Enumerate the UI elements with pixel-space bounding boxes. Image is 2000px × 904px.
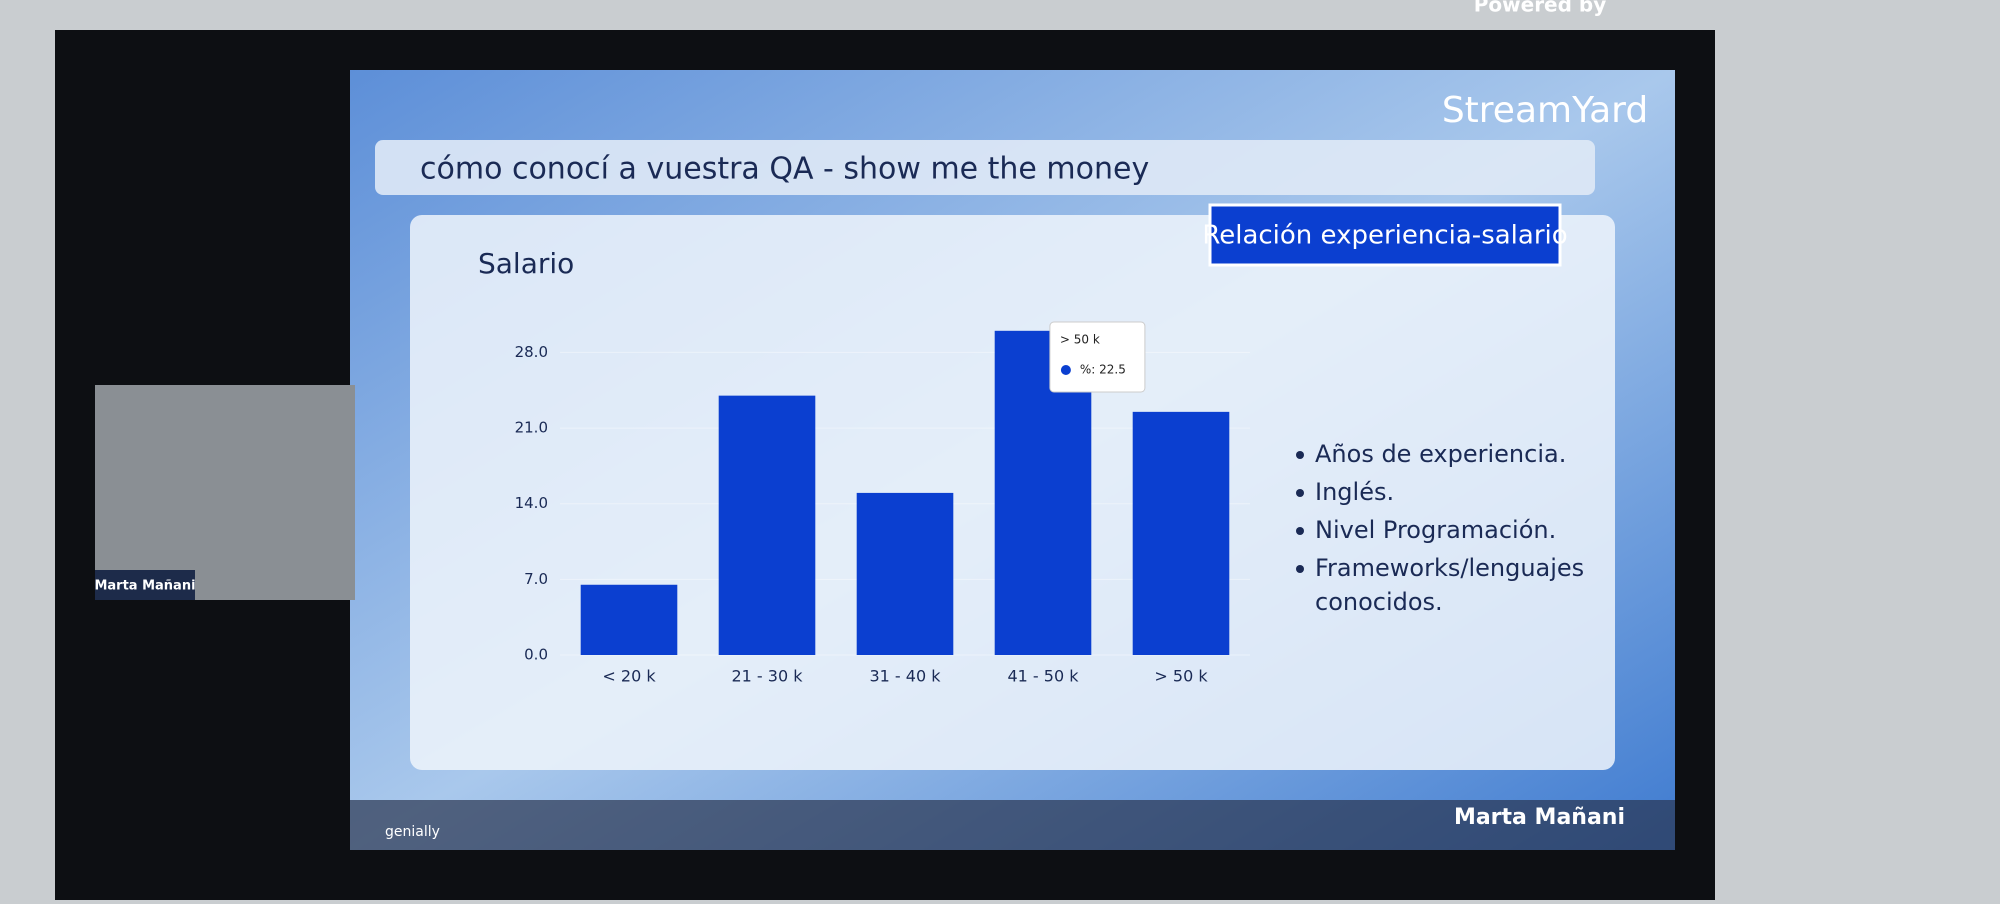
footer-logo: genially [385,824,440,840]
x-tick-label: < 20 k [602,667,656,686]
bullet-line: Frameworks/lenguajes [1315,554,1584,582]
bullet-dot [1296,565,1304,573]
bullet-line: conocidos. [1315,588,1443,616]
x-tick-label: 21 - 30 k [731,667,803,686]
brand: StreamYard [1442,90,1648,131]
powered-by: Powered by [1474,0,1607,17]
bullet-list: Años de experiencia. Inglés. Nivel Program… [1296,440,1584,616]
bar [580,584,678,655]
bar [718,395,816,655]
badge [1208,203,1562,267]
webcam-name: Marta Mañani [94,579,195,594]
y-tick-label: 0.0 [524,646,548,664]
y-tick-label: 28.0 [515,343,548,361]
title-bar [375,140,1595,195]
bullet-text: Años de experiencia. [1315,440,1566,468]
badge-text: Relación experiencia-salario [1202,221,1567,251]
bullet-dot [1296,527,1304,535]
bar [1132,411,1230,655]
x-tick-label: 31 - 40 k [869,667,941,686]
skyline [350,800,1675,850]
bullet-text: Inglés. [1315,478,1394,506]
y-tick-label: 7.0 [524,570,548,588]
chart-title: Salario [478,247,574,280]
bar [856,492,954,655]
bullet-dot [1296,451,1304,459]
webcam-label-bg [95,570,195,600]
y-tick-label: 14.0 [515,494,548,512]
x-tick-label: > 50 k [1154,667,1208,686]
bullet-text: Frameworks/lenguajes conocidos. [1315,554,1584,616]
presenter-name: Marta Mañani [1454,805,1625,830]
bullet-text: Nivel Programación. [1315,516,1556,544]
y-tick-label: 21.0 [515,419,548,437]
webcam [95,385,355,600]
tooltip-dot [1060,365,1071,375]
slide-title: cómo conocí a vuestra QA - show me the m… [420,152,1149,187]
bullet-dot [1296,489,1304,497]
tooltip-text: %: 22.5 [1080,363,1126,377]
tooltip [1049,321,1146,393]
x-tick-label: 41 - 50 k [1007,667,1079,686]
tooltip-title: > 50 k [1060,333,1100,347]
